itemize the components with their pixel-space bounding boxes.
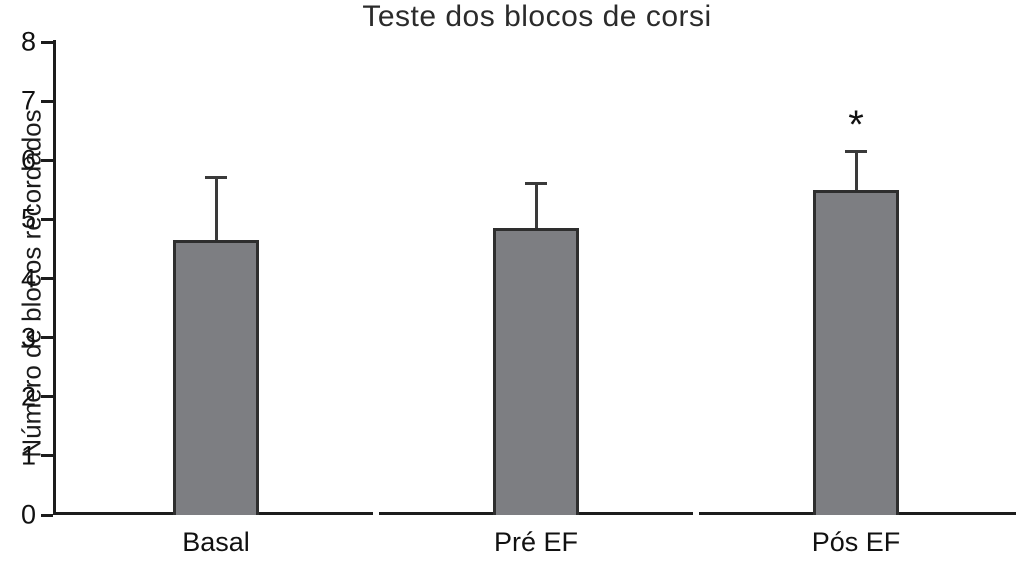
y-tick-label: 1 [20, 440, 36, 471]
y-tick-label: 5 [20, 203, 36, 234]
y-tick-label: 4 [20, 263, 36, 293]
y-tick-mark [41, 513, 53, 517]
y-tick-mark [41, 99, 53, 103]
x-category-label: Pré EF [493, 527, 579, 557]
y-tick-label: 6 [20, 144, 36, 175]
error-bar-cap [205, 176, 227, 180]
bar [813, 189, 899, 515]
chart-title: Teste dos blocos de corsi [362, 0, 712, 33]
y-tick-mark [41, 217, 53, 221]
bar [173, 240, 259, 515]
significance-star: * [848, 103, 864, 148]
plot-area: 0 1 2 3 4 5 6 7 8 Basal Pré EF Pós EF * [21, 27, 1016, 557]
y-tick-mark [41, 40, 53, 44]
y-tick-label: 7 [20, 85, 36, 116]
y-tick-mark [41, 395, 53, 399]
y-tick-label: 2 [20, 381, 36, 412]
y-tick-label: 3 [20, 322, 36, 353]
bar [493, 228, 579, 515]
y-axis-line [53, 40, 56, 515]
error-bar-cap [845, 149, 867, 153]
y-tick-mark [41, 336, 53, 340]
x-category-label: Basal [182, 527, 250, 557]
error-bar-cap [525, 182, 547, 186]
error-bar-line [534, 183, 538, 229]
y-tick-mark [41, 158, 53, 162]
y-tick-mark [41, 277, 53, 280]
error-bar-line [214, 177, 218, 241]
error-bar-line [854, 151, 858, 190]
y-tick-mark [41, 454, 53, 458]
x-category-label: Pós EF [811, 527, 901, 557]
y-tick-label: 8 [20, 26, 36, 57]
y-tick-label: 0 [20, 499, 36, 530]
